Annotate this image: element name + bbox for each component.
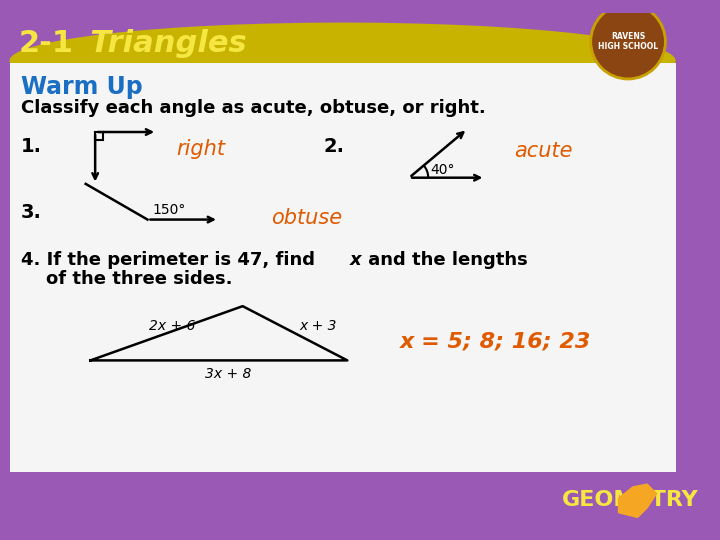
Text: 2.: 2. [323,137,345,156]
Bar [95,132,103,140]
Text: and the lengths: and the lengths [361,252,527,269]
Text: 3x + 8: 3x + 8 [204,367,251,381]
Text: x: x [350,252,362,269]
Text: acute: acute [514,141,572,161]
FancyBboxPatch shape [9,63,675,472]
Text: of the three sides.: of the three sides. [21,269,233,288]
Text: 1.: 1. [21,137,42,156]
Text: obtuse: obtuse [271,208,342,228]
Text: 4. If the perimeter is 47, find: 4. If the perimeter is 47, find [21,252,321,269]
Text: x + 3: x + 3 [300,319,337,333]
Text: Warm Up: Warm Up [21,75,143,99]
Text: Classify each angle as acute, obtuse, or right.: Classify each angle as acute, obtuse, or… [21,99,486,117]
Text: 40°: 40° [430,163,454,177]
Text: RAVENS
HIGH SCHOOL: RAVENS HIGH SCHOOL [598,32,658,51]
Text: right: right [176,139,225,159]
Text: Triangles: Triangles [68,29,246,58]
Ellipse shape [9,23,675,99]
Polygon shape [618,484,657,517]
Text: 2-1: 2-1 [19,29,74,58]
FancyBboxPatch shape [0,472,685,527]
Circle shape [590,4,666,80]
Circle shape [593,6,663,77]
FancyBboxPatch shape [0,13,685,70]
Text: 2x + 6: 2x + 6 [150,319,196,333]
Text: x = 5; 8; 16; 23: x = 5; 8; 16; 23 [400,332,591,352]
Text: 3.: 3. [21,204,42,222]
Text: 150°: 150° [152,203,186,217]
Text: GEOMETRY: GEOMETRY [562,490,698,510]
